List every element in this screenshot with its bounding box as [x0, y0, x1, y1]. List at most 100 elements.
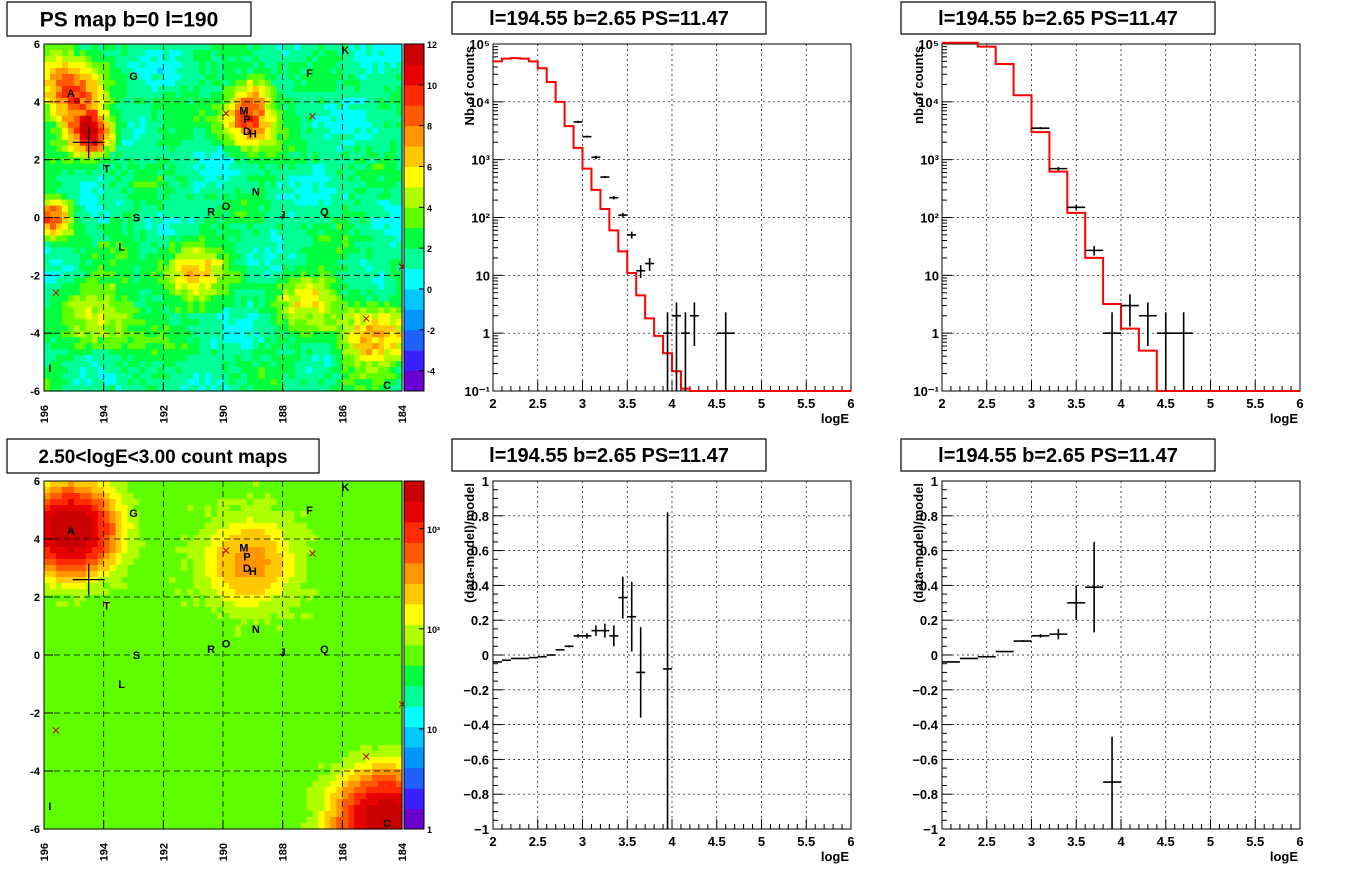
heatmap-cell [384, 217, 391, 225]
heatmap-cell [384, 379, 391, 386]
heatmap-cell [115, 223, 123, 231]
heatmap-cell [330, 241, 337, 249]
heatmap-cell [55, 325, 63, 332]
heatmap-cell [133, 673, 141, 680]
heatmap-cell [133, 751, 141, 758]
heatmap-cell [121, 517, 129, 524]
heatmap-cell [282, 205, 290, 213]
heatmap-cell [342, 271, 349, 278]
heatmap-cell [396, 67, 403, 75]
heatmap-cell [109, 673, 117, 680]
heatmap-cell [175, 361, 182, 368]
heatmap-cell [139, 745, 147, 752]
heatmap-cell [97, 49, 105, 57]
heatmap-cell [67, 307, 75, 314]
heatmap-cell [127, 799, 135, 806]
heatmap-cell [67, 481, 75, 488]
heatmap-cell [390, 61, 397, 69]
heatmap-cell [288, 55, 296, 63]
heatmap-cell [49, 115, 57, 123]
heatmap-cell [366, 79, 373, 87]
heatmap-cell [127, 697, 135, 704]
heatmap-cell [97, 187, 105, 195]
heatmap-cell [336, 283, 343, 290]
heatmap-cell [97, 271, 105, 278]
catalog-cross-marker [222, 110, 230, 117]
heatmap-cell [49, 325, 57, 332]
heatmap-cell [139, 553, 147, 560]
heatmap-cell [145, 55, 152, 63]
heatmap-cell [85, 769, 93, 776]
heatmap-cell [342, 361, 349, 368]
heatmap-cell [378, 181, 385, 189]
heatmap-cell [396, 199, 403, 207]
x-tick-label: 2.5 [529, 396, 547, 411]
heatmap-cell [44, 355, 51, 362]
heatmap-cell [163, 367, 170, 374]
heatmap-cell [109, 511, 117, 518]
heatmap-cell [294, 295, 302, 302]
heatmap-cell [55, 553, 63, 560]
heatmap-cell [79, 247, 87, 254]
heatmap-cell [234, 277, 242, 284]
heatmap-cell [372, 373, 379, 380]
heatmap-cell [44, 631, 51, 638]
heatmap-cell [133, 373, 141, 380]
heatmap-cell [366, 223, 373, 231]
heatmap-cell [157, 67, 164, 75]
heatmap-cell [378, 151, 385, 159]
heatmap-cell [181, 361, 188, 368]
heatmap-cell [61, 79, 69, 87]
heatmap-cell [348, 67, 355, 75]
heatmap-cell [384, 313, 391, 320]
heatmap-cell [55, 44, 63, 51]
heatmap-cell [61, 259, 69, 266]
heatmap-cell [384, 367, 391, 374]
heatmap-cell [61, 44, 69, 51]
heatmap-cell [85, 793, 93, 800]
heatmap-cell [85, 517, 93, 524]
heatmap-cell [223, 331, 230, 338]
heatmap-cell [288, 85, 296, 93]
heatmap-cell [240, 145, 248, 153]
heatmap-cell [205, 349, 212, 356]
heatmap-cell [109, 301, 117, 308]
heatmap-cell [44, 163, 51, 171]
heatmap-cell [306, 61, 314, 69]
heatmap-cell [139, 91, 147, 99]
heatmap-cell [324, 55, 331, 63]
heatmap-cell [97, 349, 105, 356]
heatmap-cell [49, 571, 57, 578]
heatmap-cell [246, 247, 254, 254]
heatmap-cell [360, 85, 367, 93]
heatmap-cell [396, 331, 403, 338]
heatmap-cell [270, 85, 278, 93]
heatmap-cell [73, 193, 81, 201]
heatmap-cell [49, 277, 57, 284]
heatmap-cell [49, 529, 57, 536]
heatmap-cell [109, 79, 117, 87]
heatmap-cell [396, 121, 403, 129]
heatmap-cell [73, 91, 81, 99]
heatmap-cell [390, 133, 397, 141]
heatmap-cell [55, 259, 63, 266]
heatmap-cell [342, 349, 349, 356]
heatmap-cell [133, 535, 141, 542]
heatmap-cell [384, 103, 391, 111]
heatmap-cell [276, 97, 284, 105]
heatmap-cell [211, 319, 218, 326]
heatmap-cell [67, 529, 75, 536]
heatmap-cell [44, 385, 51, 392]
heatmap-cell [270, 169, 278, 177]
heatmap-cell [169, 151, 176, 159]
heatmap-cell [211, 349, 218, 356]
heatmap-cell [49, 535, 57, 542]
heatmap-cell [133, 157, 141, 165]
heatmap-cell [228, 121, 236, 129]
heatmap-cell [157, 235, 164, 243]
heatmap-cell [127, 259, 135, 266]
heatmap-cell [67, 235, 75, 243]
heatmap-cell [55, 121, 63, 129]
heatmap-cell [318, 91, 326, 99]
heatmap-cell [193, 307, 200, 314]
